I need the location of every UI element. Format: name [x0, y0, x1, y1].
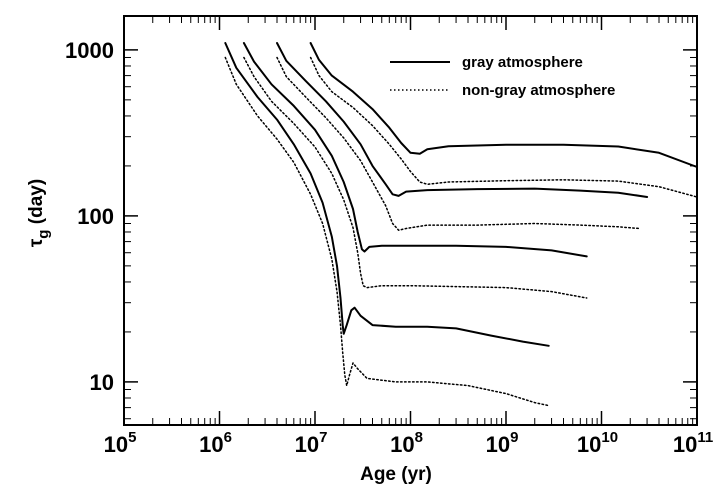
x-tick-label-base: 10 — [390, 432, 414, 457]
series-line-gray-2 — [276, 42, 649, 198]
x-tick-label-base: 10 — [673, 432, 697, 457]
x-tick-label-0: 105 — [104, 429, 137, 457]
x-tick-label-base: 10 — [104, 432, 128, 457]
y-tick-labels: 10 100 1000 — [65, 38, 114, 395]
x-tick-label-exponent: 10 — [601, 429, 618, 446]
x-tick-label-exponent: 11 — [697, 429, 713, 446]
x-tick-label-base: 10 — [295, 432, 319, 457]
series-line-gray-1 — [242, 42, 588, 258]
legend-nongray-label: non-gray atmosphere — [462, 82, 615, 99]
x-tick-label-base: 10 — [577, 432, 601, 457]
series-line-nongray-5 — [243, 56, 588, 299]
x-tick-label-2: 107 — [295, 429, 328, 457]
y-axis-title: τg (day) — [26, 179, 52, 247]
series-layer — [224, 42, 698, 407]
y-axis-title-unit: (day) — [26, 179, 47, 230]
x-tick-label-1: 106 — [199, 429, 232, 457]
legend-gray-label: gray atmosphere — [462, 54, 583, 71]
x-tick-labels: 105 106 107 108 109 1010 1011 — [104, 429, 713, 457]
series-line-gray-0 — [224, 42, 550, 347]
x-tick-label-3: 108 — [390, 429, 423, 457]
y-axis-title-subscript: g — [35, 230, 52, 239]
x-tick-label-exponent: 7 — [319, 429, 327, 446]
series-line-gray-3 — [309, 42, 698, 168]
y-tick-label-1: 100 — [77, 204, 114, 229]
x-tick-label-base: 10 — [486, 432, 510, 457]
x-tick-label-4: 109 — [486, 429, 519, 457]
x-tick-label-base: 10 — [199, 432, 223, 457]
tick-layer — [123, 16, 698, 425]
series-line-nongray-6 — [276, 56, 641, 231]
legend: gray atmosphere non-gray atmosphere — [390, 54, 615, 99]
y-axis-title-symbol: τ — [26, 238, 47, 247]
x-tick-label-exponent: 9 — [510, 429, 518, 446]
x-tick-label-exponent: 5 — [128, 429, 136, 446]
x-tick-label-6: 1011 — [673, 429, 713, 457]
x-tick-label-exponent: 8 — [415, 429, 423, 446]
series-line-nongray-4 — [224, 56, 550, 407]
x-tick-label-5: 1010 — [577, 429, 618, 457]
y-tick-label-2: 1000 — [65, 38, 114, 63]
y-tick-label-0: 10 — [90, 370, 114, 395]
x-axis-title: Age (yr) — [360, 464, 432, 485]
plot-frame — [123, 15, 698, 426]
series-line-nongray-7 — [309, 56, 698, 198]
x-tick-label-exponent: 6 — [224, 429, 232, 446]
